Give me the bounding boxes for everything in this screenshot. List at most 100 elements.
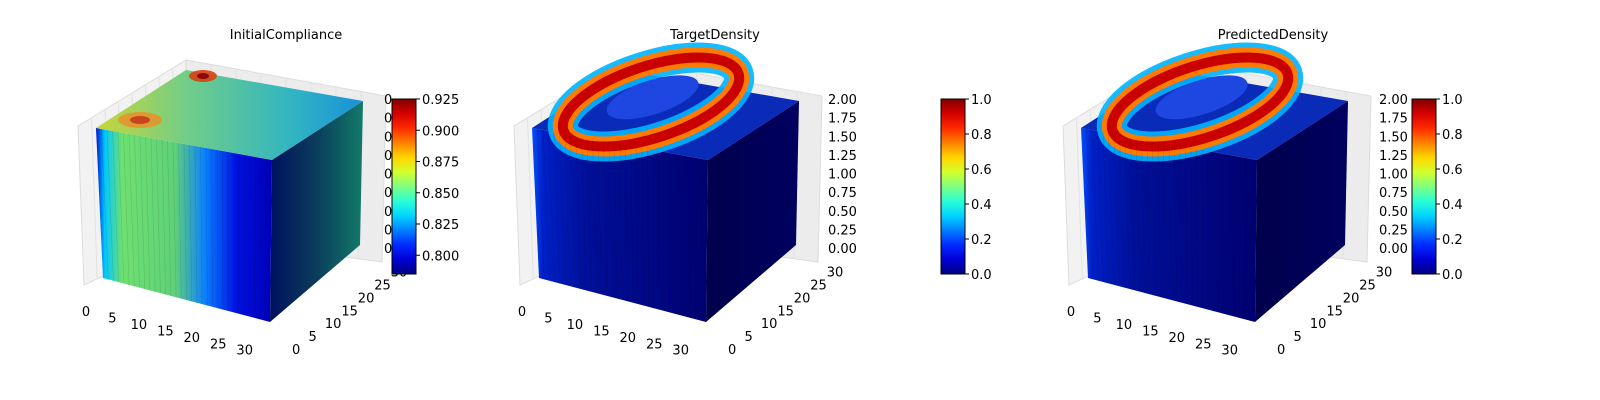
subplot-title: InitialCompliance	[230, 28, 343, 43]
y-tick-label: 5	[308, 330, 316, 345]
z-tick-label: 0	[384, 205, 392, 220]
y-tick-label: 15	[777, 304, 794, 319]
x-tick-label: 20	[620, 331, 637, 346]
x-tick-label: 0	[1067, 305, 1075, 320]
colorbar-tick-label: 0.925	[422, 93, 459, 108]
z-tick-label: 0	[384, 186, 392, 201]
axis-ticks: 0 5 10 15 20 25 30 0510152025300.000.250.500.75…	[1067, 93, 1408, 359]
x-tick-label: 25	[1195, 337, 1212, 352]
colorbar-tick-label: 0.850	[422, 187, 459, 202]
colorbar-tick-label: 0.0	[971, 268, 992, 283]
x-tick-label: 30	[236, 344, 253, 359]
colorbar-tick-label: 0.825	[422, 218, 459, 233]
y-tick-label: 30	[1376, 266, 1393, 281]
cube-front-face	[1081, 128, 1257, 322]
z-tick-label: 0.25	[828, 223, 857, 238]
colorbar-tick-label: 0.2	[971, 233, 992, 248]
cube-top-face	[96, 70, 363, 160]
colorbar-tick-label: 0.800	[422, 249, 459, 264]
z-tick-label: 0	[384, 223, 392, 238]
colorbar-tick-label: 0.875	[422, 156, 459, 171]
z-tick-label: 1.00	[828, 168, 857, 183]
cube-side-face	[706, 101, 799, 322]
z-tick-label: 0.50	[1379, 205, 1408, 220]
colorbar-tick-label: 0.900	[422, 124, 459, 139]
z-tick-label: 0.50	[828, 205, 857, 220]
cube-front-face	[96, 128, 272, 322]
y-tick-label: 5	[744, 330, 752, 345]
axis-ticks: 0 5 10 15 20 25 30 0510152025300.000.250.500.75…	[518, 93, 857, 359]
z-tick-label: 1.75	[1379, 112, 1408, 127]
x-tick-label: 10	[567, 318, 584, 333]
colorbar-tick-label: 0.6	[1442, 163, 1463, 178]
voxel-cube	[96, 70, 363, 322]
x-tick-label: 30	[672, 344, 689, 359]
z-tick-label: 0	[384, 93, 392, 108]
colorbar: 0.0 0.2 0.4 0.6 0.8 1.0	[1411, 93, 1463, 283]
x-tick-label: 0	[518, 305, 526, 320]
z-tick-label: 2.00	[1379, 93, 1408, 108]
z-tick-label: 0.00	[828, 242, 857, 257]
x-tick-label: 25	[646, 337, 663, 352]
y-tick-label: 20	[1343, 291, 1360, 306]
y-tick-label: 30	[827, 266, 844, 281]
z-tick-label: 0	[384, 112, 392, 127]
z-tick-label: 0	[384, 149, 392, 164]
colorbar-tick-label: 0.2	[1442, 233, 1463, 248]
colorbar: 0.0 0.2 0.4 0.6 0.8 1.0	[940, 93, 992, 283]
x-tick-label: 0	[82, 305, 90, 320]
x-tick-label: 5	[544, 311, 552, 326]
colorbar-tick-label: 1.0	[1442, 93, 1463, 108]
voxel-grid	[1086, 128, 1252, 321]
colorbar-tick-label: 0.0	[1442, 268, 1463, 283]
colorbar-tick-label: 0.8	[971, 128, 992, 143]
y-tick-label: 5	[1293, 330, 1301, 345]
colorbar-tick-label: 0.4	[1442, 198, 1463, 213]
z-tick-label: 0.00	[1379, 242, 1408, 257]
z-tick-label: 1.50	[1379, 130, 1408, 145]
y-tick-label: 25	[1359, 278, 1376, 293]
z-tick-label: 1.50	[828, 130, 857, 145]
z-tick-label: 2.00	[828, 93, 857, 108]
subplot-1: InitialCompliance05101520253005101520253…	[77, 28, 459, 359]
axis-ticks: 051015202530051015202530000000000	[82, 93, 407, 359]
z-tick-label: 0.75	[828, 186, 857, 201]
y-tick-label: 25	[810, 278, 827, 293]
colorbar-tick-label: 0.4	[971, 198, 992, 213]
z-tick-label: 0	[384, 130, 392, 145]
voxel-cube	[1081, 42, 1348, 322]
colorbar: 0.800 0.825 0.850 0.875 0.900 0.925	[391, 93, 459, 275]
x-tick-label: 15	[593, 324, 610, 339]
x-tick-label: 15	[1142, 324, 1159, 339]
x-tick-label: 20	[1169, 331, 1186, 346]
z-tick-label: 0	[384, 168, 392, 183]
y-tick-label: 0	[1277, 343, 1285, 358]
y-tick-label: 20	[794, 291, 811, 306]
colorbar-tick-label: 0.8	[1442, 128, 1463, 143]
colorbar-tick-label: 0.6	[971, 163, 992, 178]
subplot-title: TargetDensity	[669, 28, 760, 43]
colorbar-tick-label: 1.0	[971, 93, 992, 108]
x-tick-label: 25	[210, 337, 227, 352]
subplot-title: PredictedDensity	[1218, 28, 1329, 43]
x-tick-label: 5	[1093, 311, 1101, 326]
z-tick-label: 1.00	[1379, 168, 1408, 183]
colorbar-gradient	[1411, 98, 1437, 275]
z-tick-label: 1.25	[1379, 149, 1408, 164]
cube-side-face	[1255, 101, 1348, 322]
z-tick-label: 0	[384, 242, 392, 257]
y-tick-label: 25	[374, 278, 391, 293]
x-tick-label: 10	[1116, 318, 1133, 333]
x-tick-label: 30	[1221, 344, 1238, 359]
z-tick-label: 1.25	[828, 149, 857, 164]
voxel-grid	[537, 128, 703, 321]
cube-side-face	[270, 101, 363, 322]
y-tick-label: 20	[358, 291, 375, 306]
y-tick-label: 10	[761, 317, 778, 332]
y-tick-label: 10	[325, 317, 342, 332]
cube-top-face	[532, 42, 799, 162]
y-tick-label: 15	[1326, 304, 1343, 319]
